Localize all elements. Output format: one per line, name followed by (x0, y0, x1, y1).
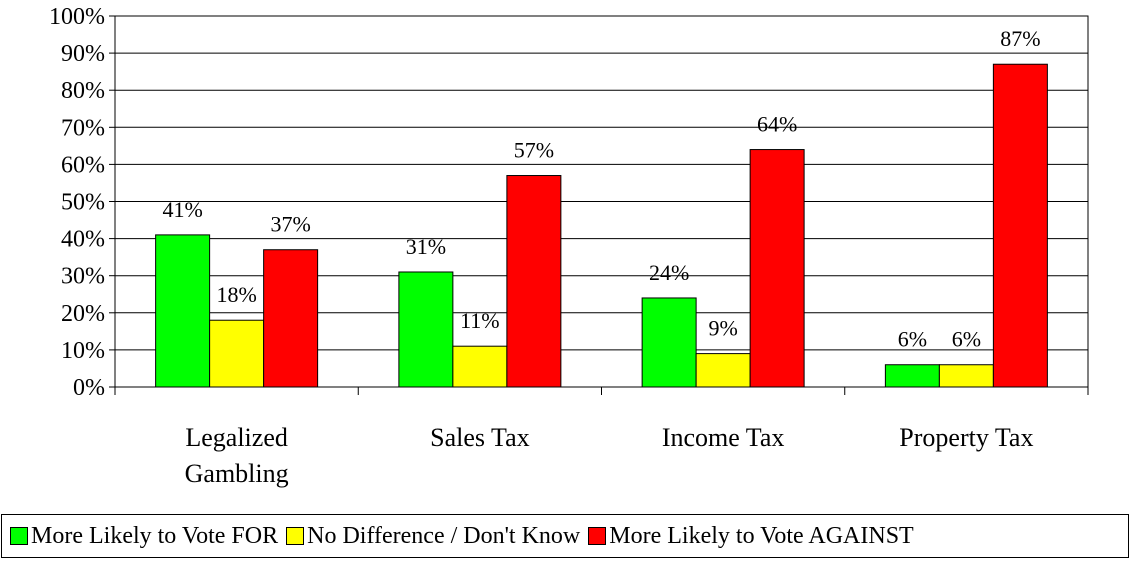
bar (506, 175, 562, 388)
legend-swatch-no-difference (286, 527, 305, 545)
bar-chart: 0% 10% 20% 30% 40% 50% 60% 70% 80% 90% 100% 41% 18% 3… (49, 4, 1089, 488)
y-tick-label: 100% (49, 4, 105, 30)
data-label: 6% (952, 327, 981, 352)
legend-swatch-for (10, 527, 28, 545)
data-label: 11% (460, 308, 500, 333)
data-label: 24% (649, 260, 689, 285)
bar (452, 345, 508, 388)
legend-label-no-difference: No Difference / Don't Know (307, 522, 581, 549)
data-label: 9% (708, 316, 737, 341)
data-label: 41% (162, 197, 202, 222)
data-label: 37% (270, 212, 310, 237)
data-label: 64% (757, 112, 797, 137)
legend-label-for: More Likely to Vote FOR (31, 522, 279, 549)
legend-label-against: More Likely to Vote AGAINST (609, 522, 914, 549)
y-tick-label: 70% (61, 115, 105, 141)
data-label: 18% (216, 282, 256, 307)
bar (749, 149, 805, 388)
legend-swatch-against (588, 527, 607, 545)
bar (992, 63, 1048, 388)
y-tick-label: 30% (61, 264, 105, 290)
bar (209, 319, 265, 388)
data-label: 87% (1000, 26, 1040, 51)
bar (884, 364, 940, 388)
y-tick-label: 0% (73, 375, 105, 401)
y-tick-label: 80% (61, 78, 105, 104)
y-tick-label: 50% (61, 190, 105, 216)
bar (263, 249, 319, 388)
legend-item-against: More Likely to Vote AGAINST (588, 522, 914, 550)
legend-item-no-difference: No Difference / Don't Know (286, 523, 580, 550)
bar (695, 353, 751, 388)
bar (641, 297, 697, 388)
data-label: 57% (514, 138, 554, 163)
bar (398, 271, 454, 388)
bar (938, 364, 994, 388)
y-tick-label: 40% (61, 227, 105, 253)
x-tick-label: Income Tax (662, 423, 785, 452)
x-tick-label: Property Tax (899, 423, 1033, 452)
data-label: 6% (898, 327, 927, 352)
x-tick-label: Legalized (185, 423, 288, 452)
chart-legend: More Likely to Vote FOR No Difference / … (1, 514, 1129, 558)
x-tick-label: Sales Tax (430, 423, 530, 452)
y-tick-label: 20% (61, 301, 105, 327)
data-label: 31% (406, 234, 446, 259)
y-tick-label: 90% (61, 41, 105, 67)
y-tick-label: 60% (61, 152, 105, 178)
legend-item-for: More Likely to Vote FOR (10, 523, 278, 550)
y-tick-label: 10% (61, 338, 105, 364)
x-tick-label: Gambling (185, 459, 289, 488)
bar (155, 234, 211, 388)
